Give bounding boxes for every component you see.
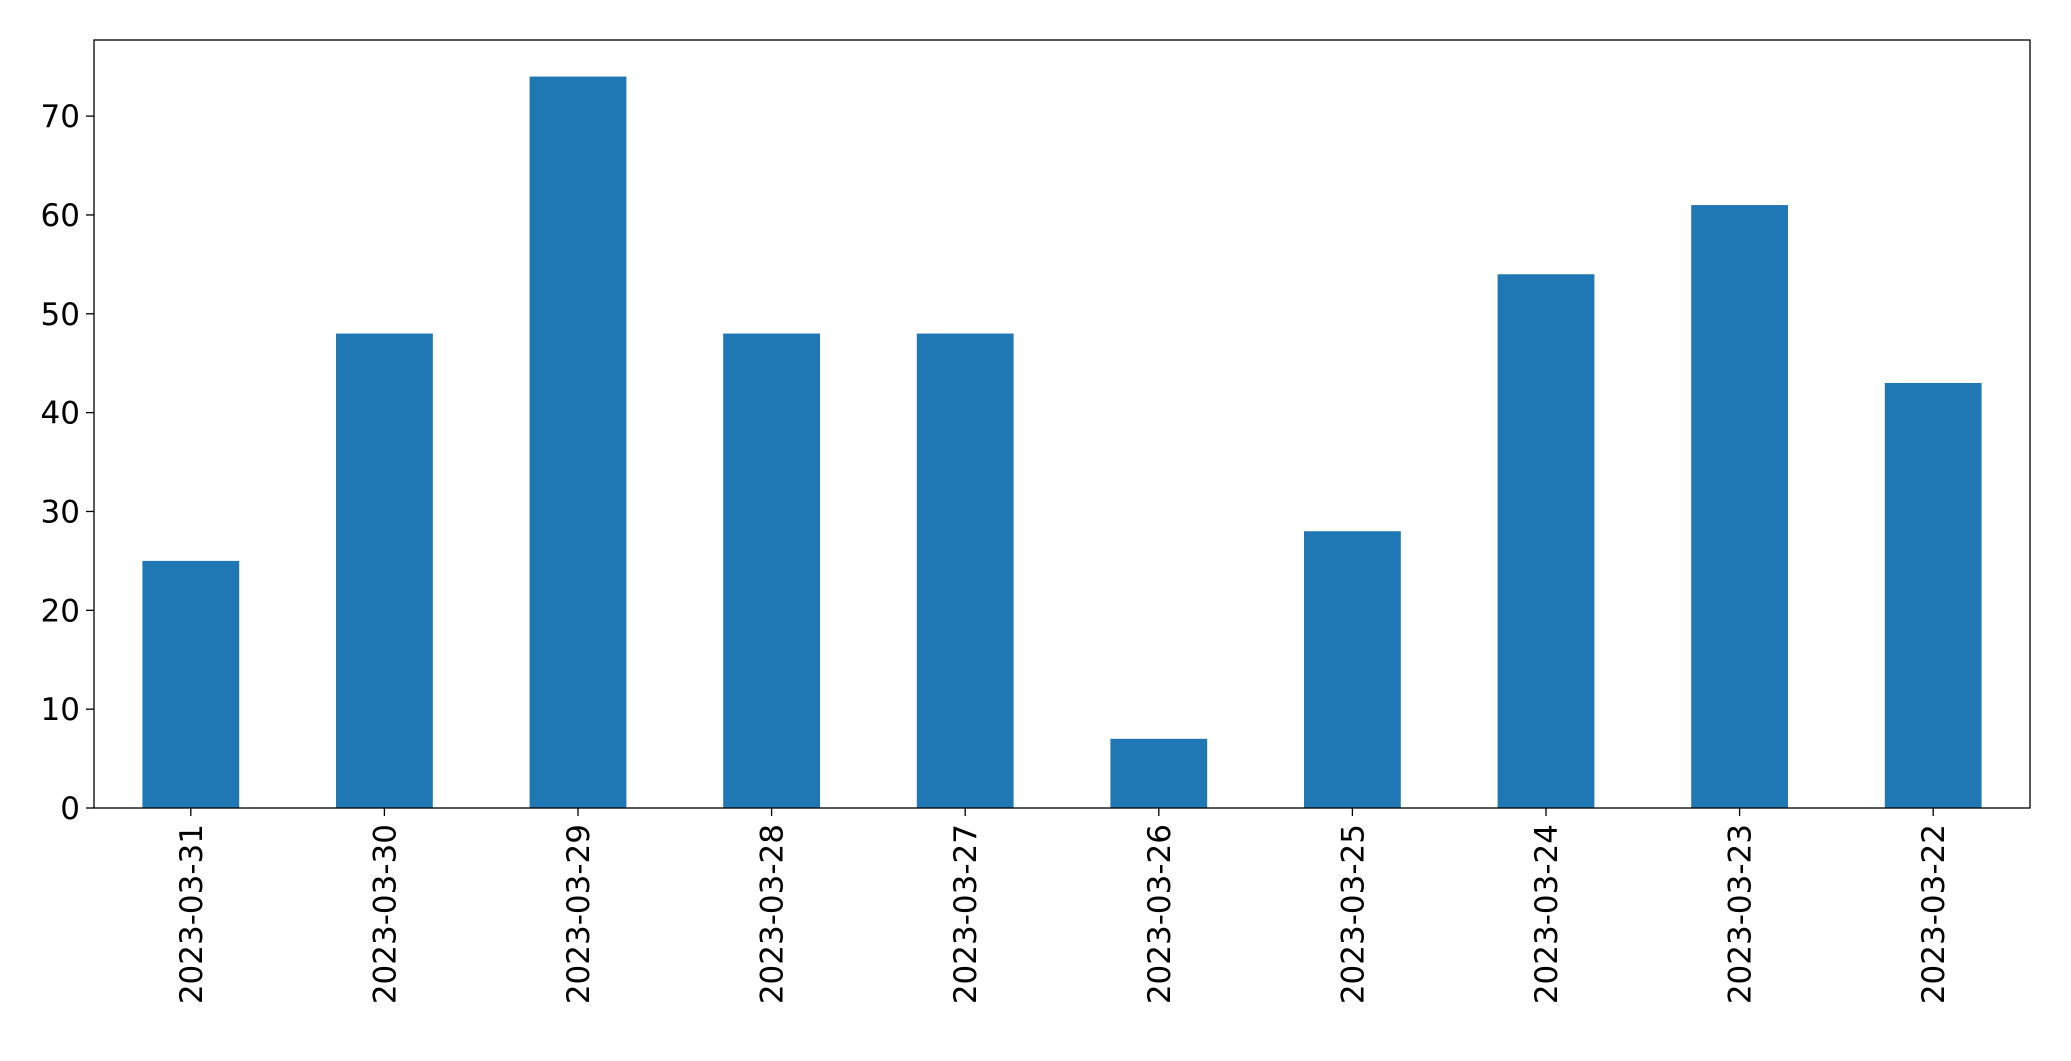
x-tick-label: 2023-03-30 bbox=[367, 824, 403, 1004]
bar bbox=[1304, 531, 1401, 808]
x-tick-label: 2023-03-25 bbox=[1335, 824, 1371, 1004]
x-tick-label: 2023-03-28 bbox=[755, 824, 791, 1004]
bar bbox=[1884, 382, 1982, 808]
bar bbox=[1110, 738, 1208, 808]
x-tick-label: 2023-03-31 bbox=[174, 824, 210, 1004]
bar bbox=[529, 76, 627, 809]
bar bbox=[723, 333, 820, 808]
y-tick-label: 60 bbox=[41, 198, 80, 234]
x-tick-label: 2023-03-22 bbox=[1916, 824, 1952, 1004]
y-tick-label: 10 bbox=[41, 692, 80, 728]
x-tick-label: 2023-03-26 bbox=[1142, 824, 1178, 1004]
axes-frame bbox=[93, 39, 2031, 809]
y-tick-label: 50 bbox=[41, 297, 80, 333]
bar bbox=[1497, 274, 1595, 808]
y-tick-label: 30 bbox=[41, 494, 80, 530]
y-tick-label: 40 bbox=[41, 396, 80, 432]
bar bbox=[1691, 205, 1788, 808]
bar bbox=[142, 560, 240, 808]
x-tick-label: 2023-03-23 bbox=[1723, 824, 1759, 1004]
bar bbox=[916, 333, 1014, 808]
x-tick-label: 2023-03-24 bbox=[1529, 824, 1565, 1004]
y-tick-label: 0 bbox=[60, 791, 80, 827]
bar bbox=[336, 333, 433, 808]
x-tick-label: 2023-03-29 bbox=[561, 824, 597, 1004]
x-tick-label: 2023-03-27 bbox=[948, 824, 984, 1004]
y-tick-label: 20 bbox=[41, 593, 80, 629]
y-tick-label: 70 bbox=[41, 99, 80, 135]
